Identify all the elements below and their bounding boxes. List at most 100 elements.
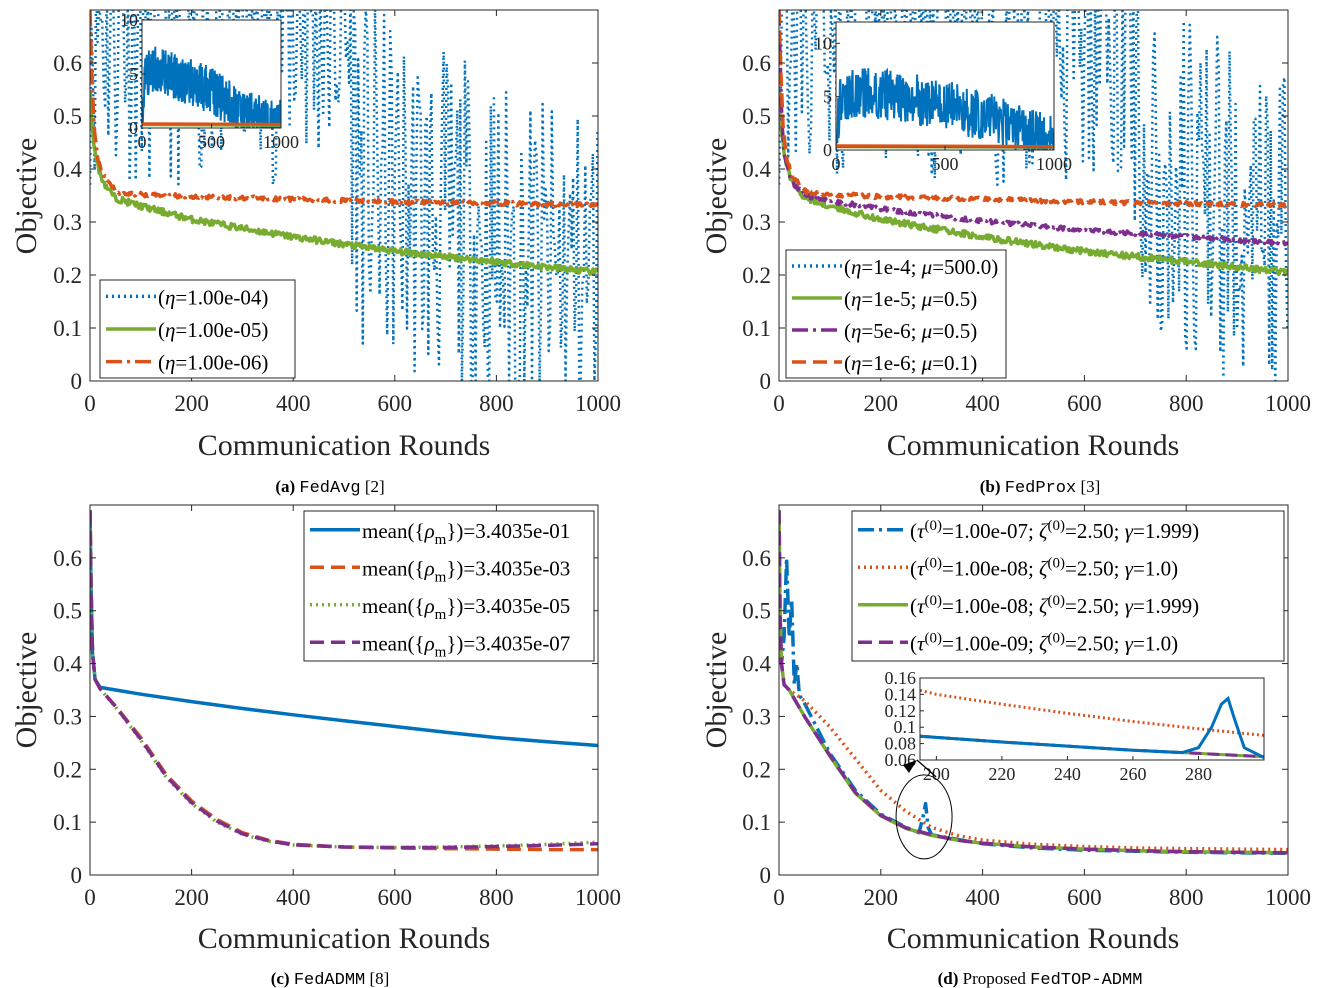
y-tick-label: 0.5 (53, 599, 82, 624)
legend-label: (η=1e-5; μ=0.5) (844, 287, 977, 311)
inset-x-tick-label: 500 (932, 154, 959, 174)
legend-label: (η=1e-4; μ=500.0) (844, 255, 998, 279)
x-tick-label: 800 (1169, 885, 1204, 910)
inset-x-tick-label: 280 (1185, 764, 1212, 784)
y-axis-label: Objective (10, 632, 43, 749)
legend-label: mean({ρm})=3.4035e-01 (362, 519, 570, 548)
y-tick-label: 0.3 (742, 704, 771, 729)
x-axis-label: Communication Rounds (198, 429, 491, 462)
x-tick-label: 0 (773, 391, 785, 416)
y-tick-label: 0.1 (742, 810, 771, 835)
inset-series-1 (836, 67, 1054, 150)
inset-series-3 (142, 122, 281, 126)
x-tick-label: 0 (84, 391, 96, 416)
x-tick-label: 1000 (1265, 885, 1311, 910)
series-line-4 (779, 10, 1288, 209)
x-tick-label: 400 (965, 885, 1000, 910)
inset-y-tick-label: 10 (120, 10, 138, 30)
x-tick-label: 200 (864, 885, 899, 910)
inset-plot: 0 500 1000 0 5 10 (814, 21, 1072, 174)
y-tick-label: 0.3 (53, 704, 82, 729)
x-tick-label: 200 (864, 391, 899, 416)
y-tick-label: 0.6 (742, 546, 771, 571)
y-tick-label: 0.5 (742, 599, 771, 624)
legend-label: mean({ρm})=3.4035e-03 (362, 556, 570, 585)
inset-x-tick-label: 200 (923, 764, 950, 784)
y-tick-label: 0 (71, 863, 83, 888)
series-line-3 (90, 10, 598, 209)
series-line-2 (90, 91, 598, 277)
y-tick-label: 0.1 (53, 316, 82, 341)
y-tick-label: 0.2 (53, 263, 82, 288)
x-tick-label: 600 (378, 391, 413, 416)
inset-x-tick-label: 240 (1054, 764, 1081, 784)
x-tick-label: 200 (174, 391, 209, 416)
x-tick-label: 200 (174, 885, 209, 910)
series-line-1 (90, 10, 598, 381)
legend: (τ(0)=1.00e-07; ζ(0)=2.50; γ=1.999) (τ(0)… (851, 510, 1285, 662)
inset-y-tick-label: 0 (129, 118, 138, 138)
legend-label: (η=1.00e-04) (158, 285, 268, 309)
y-axis-label: Objective (10, 138, 43, 255)
legend-box (785, 249, 1007, 379)
y-tick-label: 0.2 (742, 757, 771, 782)
x-axis-label: Communication Rounds (887, 429, 1180, 462)
inset-x-tick-label: 500 (198, 132, 225, 152)
series-line-2 (779, 90, 1288, 277)
legend-label: (τ(0)=1.00e-08; ζ(0)=2.50; γ=1.0) (910, 555, 1178, 580)
y-axis-label: Objective (700, 138, 733, 255)
inset-y-tick-label: 0.12 (885, 701, 917, 721)
x-tick-label: 600 (1067, 391, 1102, 416)
y-tick-label: 0.6 (53, 546, 82, 571)
legend-label: (τ(0)=1.00e-09; ζ(0)=2.50; γ=1.0) (910, 630, 1178, 655)
legend-box (303, 510, 595, 662)
y-tick-label: 0 (71, 369, 83, 394)
x-tick-label: 600 (378, 885, 413, 910)
series-group (90, 10, 598, 381)
series-line-3 (779, 10, 1288, 247)
inset-y-tick-label: 0.16 (885, 668, 917, 688)
y-tick-label: 0.6 (53, 51, 82, 76)
legend-label: (η=1.00e-05) (158, 318, 268, 342)
axes-box (89, 9, 599, 382)
x-tick-label: 600 (1067, 885, 1102, 910)
y-tick-label: 0.2 (742, 263, 771, 288)
y-tick-label: 0.5 (742, 104, 771, 129)
inset-y-tick-label: 0.14 (885, 684, 917, 704)
panel-b: 0 200 400 600 800 100000.10.20.30.40.50.6Comm… (700, 9, 1311, 498)
inset-y-tick-label: 0.1 (894, 717, 917, 737)
y-tick-label: 0 (760, 863, 772, 888)
x-tick-label: 0 (84, 885, 96, 910)
legend-label: mean({ρm})=3.4035e-07 (362, 631, 570, 660)
y-tick-label: 0.1 (742, 316, 771, 341)
y-tick-label: 0.3 (53, 210, 82, 235)
y-tick-label: 0.1 (53, 810, 82, 835)
inset-series-1 (142, 46, 281, 128)
inset-y-tick-label: 0.08 (885, 734, 917, 754)
panel-caption: (c) FedADMM [8] (271, 969, 390, 988)
y-tick-label: 0.3 (742, 210, 771, 235)
y-tick-label: 0 (760, 369, 772, 394)
inset-x-tick-label: 260 (1119, 764, 1146, 784)
inset-x-tick-label: 1000 (1036, 154, 1072, 174)
legend: mean({ρm})=3.4035e-01 mean({ρm})=3.4035e-… (303, 510, 595, 662)
panel-d: 0 200 400 600 800 1000 0 0.1 0.2 0.3 0.4 0.5 0.6 Comm… (700, 504, 1311, 988)
inset-y-tick-label: 0 (823, 140, 832, 160)
legend-label: (τ(0)=1.00e-07; ζ(0)=2.50; γ=1.999) (910, 518, 1199, 543)
x-tick-label: 0 (773, 885, 785, 910)
zoom-arrow-head (903, 760, 917, 773)
x-tick-label: 1000 (575, 885, 621, 910)
legend-label: mean({ρm})=3.4035e-05 (362, 594, 570, 623)
legend: (η=1e-4; μ=500.0) (η=1e-5; μ=0.5) (η=5e-6;… (785, 249, 1007, 379)
panel-caption: (d) Proposed FedTOP-ADMM (938, 969, 1143, 988)
zoom-arrow (916, 759, 937, 778)
inset-x-tick-label: 0 (832, 154, 841, 174)
legend-label: (τ(0)=1.00e-08; ζ(0)=2.50; γ=1.999) (910, 593, 1199, 618)
panel-caption: (b) FedProx [3] (980, 477, 1101, 498)
inset-series-4 (920, 695, 1264, 759)
x-tick-label: 400 (276, 391, 311, 416)
y-tick-label: 0.6 (742, 51, 771, 76)
series-group (90, 510, 598, 852)
legend-box (851, 510, 1285, 662)
